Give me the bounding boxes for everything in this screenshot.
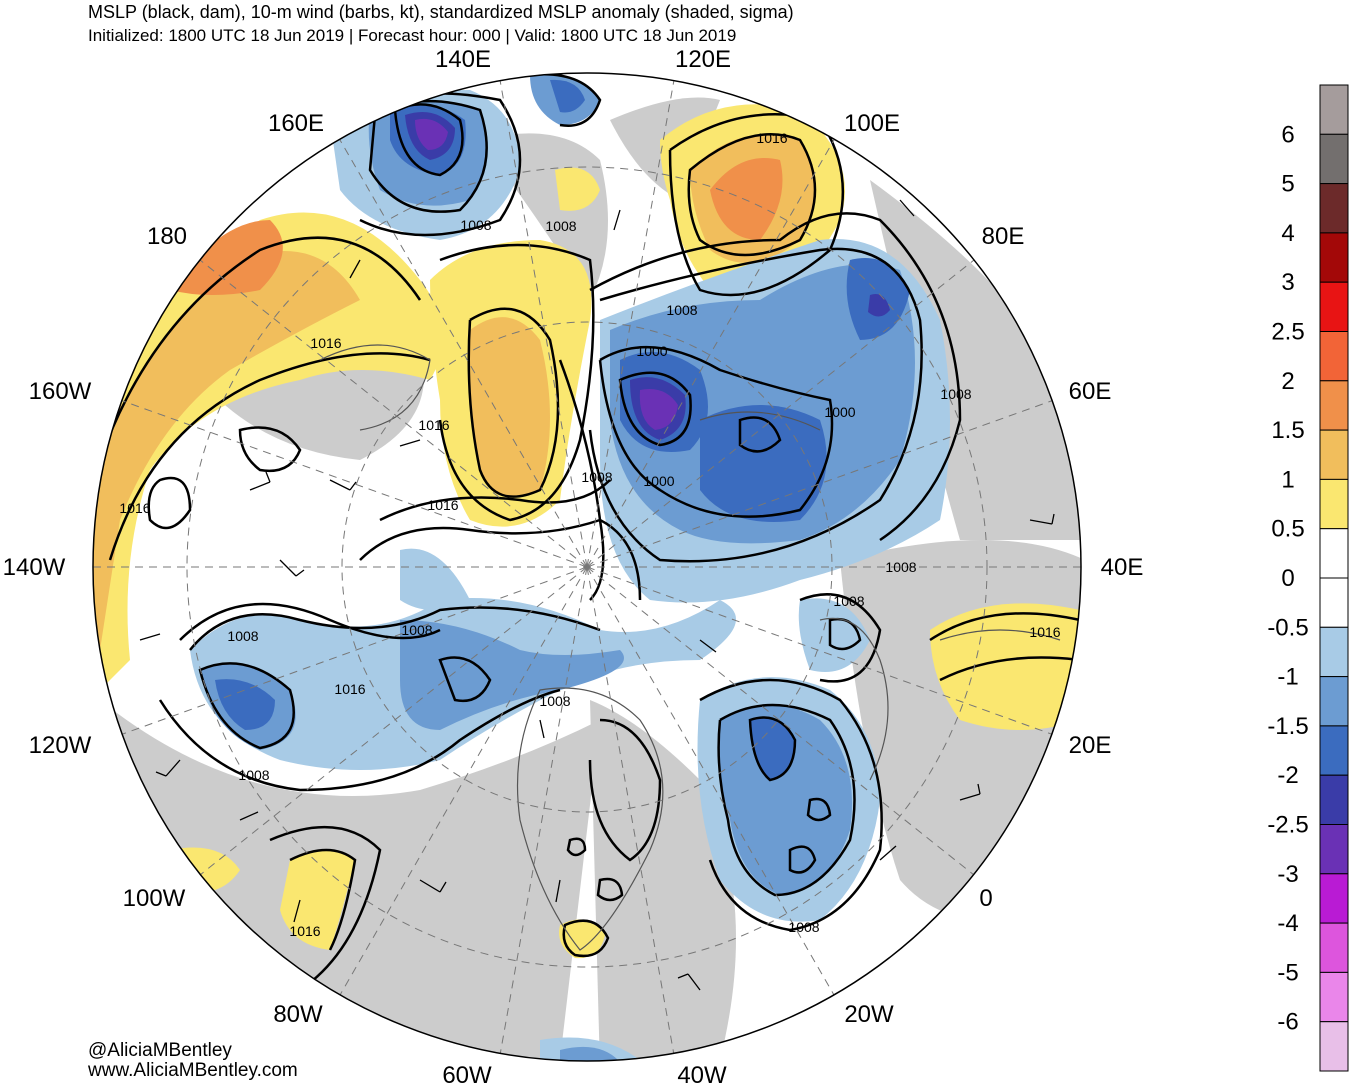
lon-label-60E: 60E (1069, 378, 1112, 405)
lon-label-100W: 100W (123, 885, 186, 912)
credit-twitter: @AliciaMBentley (88, 1040, 232, 1061)
isobar-label: 1008 (545, 218, 576, 234)
isobar-label: 1016 (119, 500, 150, 516)
isobar-label: 1008 (581, 469, 612, 485)
isobar-label: 1016 (289, 923, 320, 939)
lon-label-100E: 100E (844, 110, 900, 137)
isobar-label: 1000 (824, 404, 855, 420)
map-disc (93, 73, 1081, 1061)
isobar-label: 1016 (427, 497, 458, 513)
lon-label-40W: 40W (677, 1062, 727, 1086)
isobar-label: 1016 (334, 681, 365, 697)
isobar-label: 1008 (885, 559, 916, 575)
isobar-contours (98, 73, 1081, 992)
lon-label-60W: 60W (442, 1062, 492, 1086)
lon-label-40E: 40E (1101, 554, 1144, 581)
isobar-label: 1008 (539, 693, 570, 709)
lon-label-20E: 20E (1069, 732, 1112, 759)
isobar-label: 1008 (788, 919, 819, 935)
lon-label-140E: 140E (435, 46, 491, 73)
lon-label-160E: 160E (268, 110, 324, 137)
chart-title: MSLP (black, dam), 10-m wind (barbs, kt)… (88, 2, 794, 22)
lon-label-120E: 120E (675, 46, 731, 73)
graticule (93, 79, 1081, 1056)
isobar-label: 1008 (833, 593, 864, 609)
isobar-label: 1008 (227, 628, 258, 644)
lon-label-80E: 80E (982, 223, 1025, 250)
lon-label-180: 180 (147, 223, 187, 250)
isobar-label: 1016 (418, 417, 449, 433)
isobar-label: 1016 (756, 130, 787, 146)
lon-label-140W: 140W (3, 554, 66, 581)
isobar-label: 1000 (636, 343, 667, 359)
lon-label-160W: 160W (29, 378, 92, 405)
isobar-label: 1008 (460, 217, 491, 233)
isobar-label: 1016 (310, 335, 341, 351)
lon-label-0: 0 (979, 885, 992, 912)
isobar-label: 1008 (666, 302, 697, 318)
isobar-label: 1008 (401, 622, 432, 638)
isobar-label: 1008 (940, 386, 971, 402)
chart-subtitle: Initialized: 1800 UTC 18 Jun 2019 | Fore… (88, 26, 737, 45)
map-boundary (92, 72, 1082, 1062)
lon-label-80W: 80W (273, 1001, 323, 1028)
isobar-label: 1016 (1029, 624, 1060, 640)
wind-barbs (139, 199, 1055, 991)
isobar-label: 1008 (238, 767, 269, 783)
isobar-label: 1000 (643, 473, 674, 489)
longitude-labels: 140E 120E 160E 100E 180 80E 160W 60E 140… (3, 46, 1144, 1086)
isobar-labels: 1008 1008 1016 1008 1000 1016 1016 1008 … (119, 130, 1060, 939)
credit-website: www.AliciaMBentley.com (88, 1060, 298, 1081)
lon-label-120W: 120W (29, 732, 92, 759)
lon-label-20W: 20W (844, 1001, 894, 1028)
